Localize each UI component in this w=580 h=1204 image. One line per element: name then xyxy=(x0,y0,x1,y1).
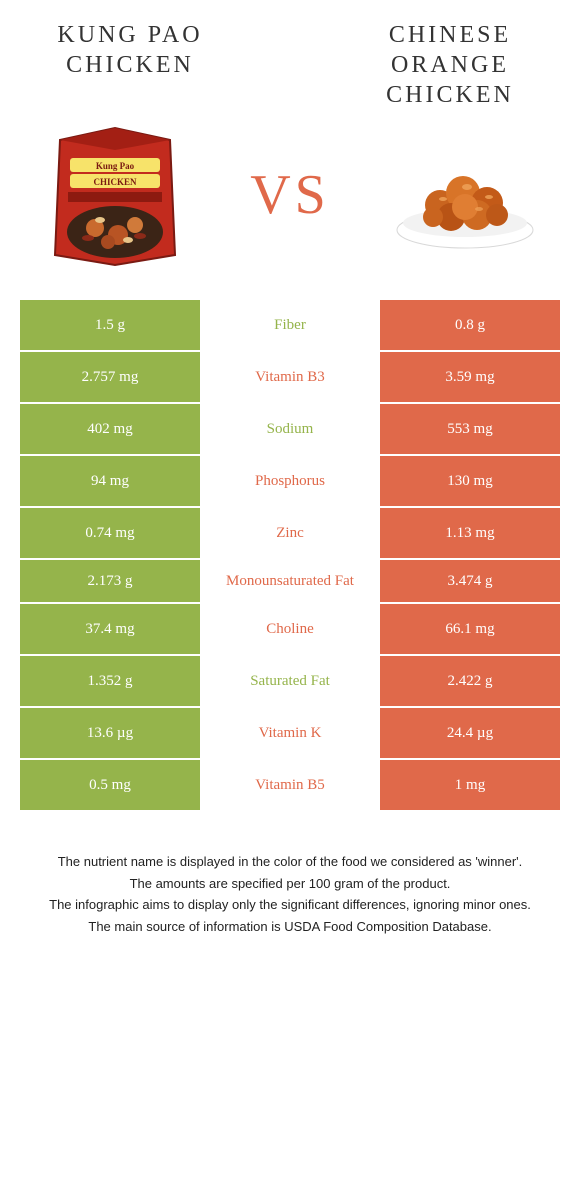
footer-note: The main source of information is USDA F… xyxy=(24,917,556,937)
nutrient-label: Monounsaturated Fat xyxy=(200,560,380,602)
value-right: 24.4 µg xyxy=(380,708,560,758)
nutrient-label: Phosphorus xyxy=(200,456,380,506)
value-left: 2.757 mg xyxy=(20,352,200,402)
value-left: 0.5 mg xyxy=(20,760,200,810)
header-row: KUNG PAO CHICKEN CHINESE ORANGE CHICKEN xyxy=(0,0,580,120)
nutrient-label: Vitamin B5 xyxy=(200,760,380,810)
table-row: 0.74 mgZinc1.13 mg xyxy=(20,508,560,558)
svg-text:CHICKEN: CHICKEN xyxy=(93,177,137,187)
footer-note: The nutrient name is displayed in the co… xyxy=(24,852,556,872)
svg-text:Kung Pao: Kung Pao xyxy=(96,161,135,171)
nutrient-label: Sodium xyxy=(200,404,380,454)
value-right: 130 mg xyxy=(380,456,560,506)
value-right: 66.1 mg xyxy=(380,604,560,654)
table-row: 1.5 gFiber0.8 g xyxy=(20,300,560,350)
table-row: 1.352 gSaturated Fat2.422 g xyxy=(20,656,560,706)
vs-label: VS xyxy=(250,163,330,227)
nutrient-label: Zinc xyxy=(200,508,380,558)
value-right: 1 mg xyxy=(380,760,560,810)
value-left: 1.352 g xyxy=(20,656,200,706)
value-left: 94 mg xyxy=(20,456,200,506)
value-left: 2.173 g xyxy=(20,560,200,602)
value-right: 3.474 g xyxy=(380,560,560,602)
infographic-container: KUNG PAO CHICKEN CHINESE ORANGE CHICKEN … xyxy=(0,0,580,936)
food-image-right xyxy=(380,120,550,270)
value-right: 2.422 g xyxy=(380,656,560,706)
comparison-table: 1.5 gFiber0.8 g2.757 mgVitamin B33.59 mg… xyxy=(0,300,580,810)
nutrient-label: Fiber xyxy=(200,300,380,350)
value-right: 3.59 mg xyxy=(380,352,560,402)
value-left: 402 mg xyxy=(20,404,200,454)
table-row: 2.757 mgVitamin B33.59 mg xyxy=(20,352,560,402)
nutrient-label: Choline xyxy=(200,604,380,654)
table-row: 0.5 mgVitamin B51 mg xyxy=(20,760,560,810)
value-right: 1.13 mg xyxy=(380,508,560,558)
title-right: CHINESE ORANGE CHICKEN xyxy=(350,20,550,110)
value-left: 1.5 g xyxy=(20,300,200,350)
value-left: 0.74 mg xyxy=(20,508,200,558)
image-row: Kung Pao CHICKEN VS xyxy=(0,120,580,300)
table-row: 402 mgSodium553 mg xyxy=(20,404,560,454)
value-right: 0.8 g xyxy=(380,300,560,350)
food-image-left: Kung Pao CHICKEN xyxy=(30,120,200,270)
value-left: 13.6 µg xyxy=(20,708,200,758)
table-row: 37.4 mgCholine66.1 mg xyxy=(20,604,560,654)
nutrient-label: Saturated Fat xyxy=(200,656,380,706)
footer-note: The amounts are specified per 100 gram o… xyxy=(24,874,556,894)
kung-pao-package-icon: Kung Pao CHICKEN xyxy=(40,120,190,270)
nutrient-label: Vitamin K xyxy=(200,708,380,758)
table-row: 94 mgPhosphorus130 mg xyxy=(20,456,560,506)
value-left: 37.4 mg xyxy=(20,604,200,654)
nutrient-label: Vitamin B3 xyxy=(200,352,380,402)
value-right: 553 mg xyxy=(380,404,560,454)
orange-chicken-bowl-icon xyxy=(385,135,545,255)
table-row: 2.173 gMonounsaturated Fat3.474 g xyxy=(20,560,560,602)
table-row: 13.6 µgVitamin K24.4 µg xyxy=(20,708,560,758)
footer-notes: The nutrient name is displayed in the co… xyxy=(0,812,580,936)
title-left: KUNG PAO CHICKEN xyxy=(30,20,230,80)
footer-note: The infographic aims to display only the… xyxy=(24,895,556,915)
